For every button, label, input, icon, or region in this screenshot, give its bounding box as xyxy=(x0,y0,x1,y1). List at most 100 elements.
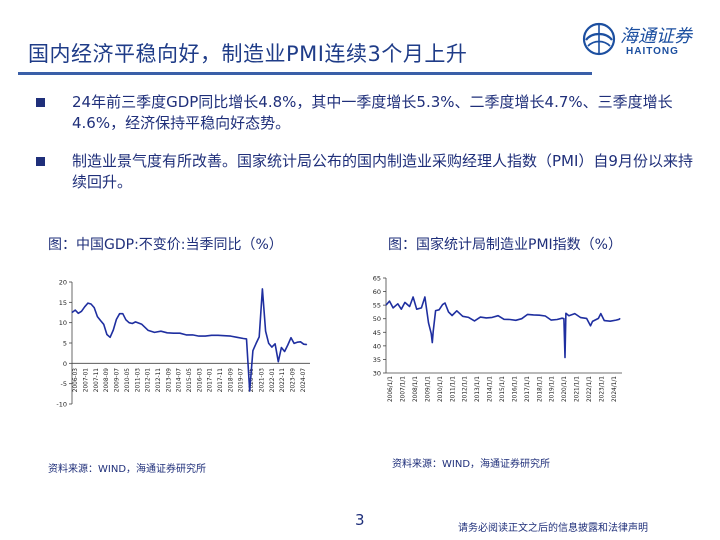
data-point xyxy=(438,309,440,311)
data-point xyxy=(87,302,89,304)
data-point xyxy=(173,332,174,334)
data-point xyxy=(468,317,469,318)
data-point xyxy=(262,288,263,290)
x-tick-label: 2014/1/1 xyxy=(488,376,494,402)
data-point xyxy=(619,318,621,319)
data-point xyxy=(574,313,576,314)
data-point xyxy=(243,338,244,339)
x-tick-label: 2015/1/1 xyxy=(500,376,506,402)
data-point xyxy=(211,334,213,336)
x-tick-label: 2013/1/1 xyxy=(475,376,481,402)
y-tick-label: 20 xyxy=(59,279,67,287)
bullet-gdp: 24年前三季度GDP同比增长4.8%，其中一季度增长5.3%、二季度增长4.7%… xyxy=(72,93,673,132)
data-point xyxy=(485,317,487,319)
data-point xyxy=(277,361,279,363)
data-point xyxy=(491,317,493,318)
data-point xyxy=(586,318,587,319)
x-tick-label: 2019/1/1 xyxy=(550,376,556,402)
data-point xyxy=(442,304,443,305)
data-point xyxy=(615,319,617,321)
data-point xyxy=(431,342,433,343)
data-point xyxy=(474,320,475,322)
x-tick-label: 2011/1/1 xyxy=(450,376,456,402)
figure-caption-pmi: 图：国家统计局制造业PMI指数（%） xyxy=(388,237,622,253)
data-point xyxy=(533,314,534,316)
data-point xyxy=(421,307,422,309)
y-tick-label: 40 xyxy=(373,342,381,350)
data-point xyxy=(306,344,308,345)
data-point xyxy=(71,312,73,313)
data-point xyxy=(217,334,219,336)
x-tick-label: 2018/1/1 xyxy=(537,376,543,402)
y-tick-label: 0 xyxy=(63,360,67,368)
data-point xyxy=(592,321,593,322)
data-point xyxy=(527,314,528,315)
figure-caption-gdp: 图：中国GDP:不变价:当季同比（%） xyxy=(48,237,283,253)
x-tick-label: 2014-07 xyxy=(177,368,183,393)
data-point xyxy=(106,334,108,335)
x-tick-label: 2019-07 xyxy=(239,368,245,393)
data-point xyxy=(112,329,114,331)
data-point xyxy=(77,312,79,314)
data-point xyxy=(303,343,305,345)
x-tick-label: 2010-05 xyxy=(125,368,131,393)
data-point xyxy=(128,322,130,324)
x-tick-label: 2007-01 xyxy=(84,368,90,393)
x-tick-label: 2012-01 xyxy=(146,368,152,393)
x-tick-label: 2022-11 xyxy=(280,368,286,393)
data-point xyxy=(271,346,273,348)
data-point xyxy=(389,300,390,302)
y-tick-label: 50 xyxy=(373,315,381,323)
x-tick-label: 2021-03 xyxy=(259,368,265,393)
x-tick-label: 2016/1/1 xyxy=(512,376,518,402)
data-point xyxy=(274,343,276,345)
x-tick-label: 2008/1/1 xyxy=(413,376,419,402)
data-point xyxy=(84,306,86,308)
data-point xyxy=(249,390,251,392)
x-tick-label: 2021/1/1 xyxy=(575,376,581,402)
x-tick-label: 2010/1/1 xyxy=(438,376,444,402)
data-point xyxy=(432,331,434,332)
data-point xyxy=(600,313,602,314)
x-tick-label: 2020/1/1 xyxy=(562,376,568,402)
data-point xyxy=(268,343,270,344)
data-point xyxy=(598,318,599,319)
y-tick-label: 60 xyxy=(373,288,381,296)
gdp-chart: 20 15 10 5 0 -5 -10 2006-03 2007-01 2007-11 2008-0… xyxy=(56,279,310,409)
data-point xyxy=(435,310,436,311)
data-point xyxy=(480,316,481,318)
data-point xyxy=(509,319,511,320)
data-point xyxy=(103,323,105,325)
data-point xyxy=(515,319,517,321)
data-point xyxy=(166,332,168,334)
pmi-chart: 65 60 55 50 45 40 35 30 2006/1/1 2007/1/1 2008/1/1… xyxy=(373,275,622,402)
data-point xyxy=(544,315,546,317)
bullet-pmi: 制造业景气度有所改善。国家统计局公布的国内制造业采购经理人指数（PMI）自9月份… xyxy=(72,152,693,191)
data-point xyxy=(100,320,101,321)
data-point xyxy=(179,332,181,334)
series-line xyxy=(385,296,621,359)
logo-text-cn: 海通证券 xyxy=(620,26,692,47)
data-point xyxy=(284,351,285,352)
data-point xyxy=(618,318,620,320)
x-tick-label: 2020-05 xyxy=(249,368,255,393)
data-point xyxy=(392,307,394,309)
data-point xyxy=(125,319,127,321)
y-tick-label: 55 xyxy=(373,302,381,310)
data-point xyxy=(154,332,155,333)
x-tick-label: 2011-03 xyxy=(135,368,141,393)
x-tick-label: 2022/1/1 xyxy=(587,376,593,402)
page-title: 国内经济平稳向好，制造业PMI连续3个月上升 xyxy=(28,42,468,66)
series-line xyxy=(71,288,307,392)
data-point xyxy=(192,334,194,336)
data-point xyxy=(281,347,282,348)
y-tick-label: 15 xyxy=(59,299,67,307)
data-point xyxy=(561,317,563,319)
data-point xyxy=(428,322,429,324)
data-point xyxy=(385,304,387,306)
x-tick-label: 2023/1/1 xyxy=(599,376,605,402)
data-point xyxy=(160,330,162,332)
figure-source-pmi: 资料来源：WIND，海通证券研究所 xyxy=(392,459,551,470)
y-tick-label: -5 xyxy=(61,380,67,388)
page-number: 3 xyxy=(355,511,365,529)
